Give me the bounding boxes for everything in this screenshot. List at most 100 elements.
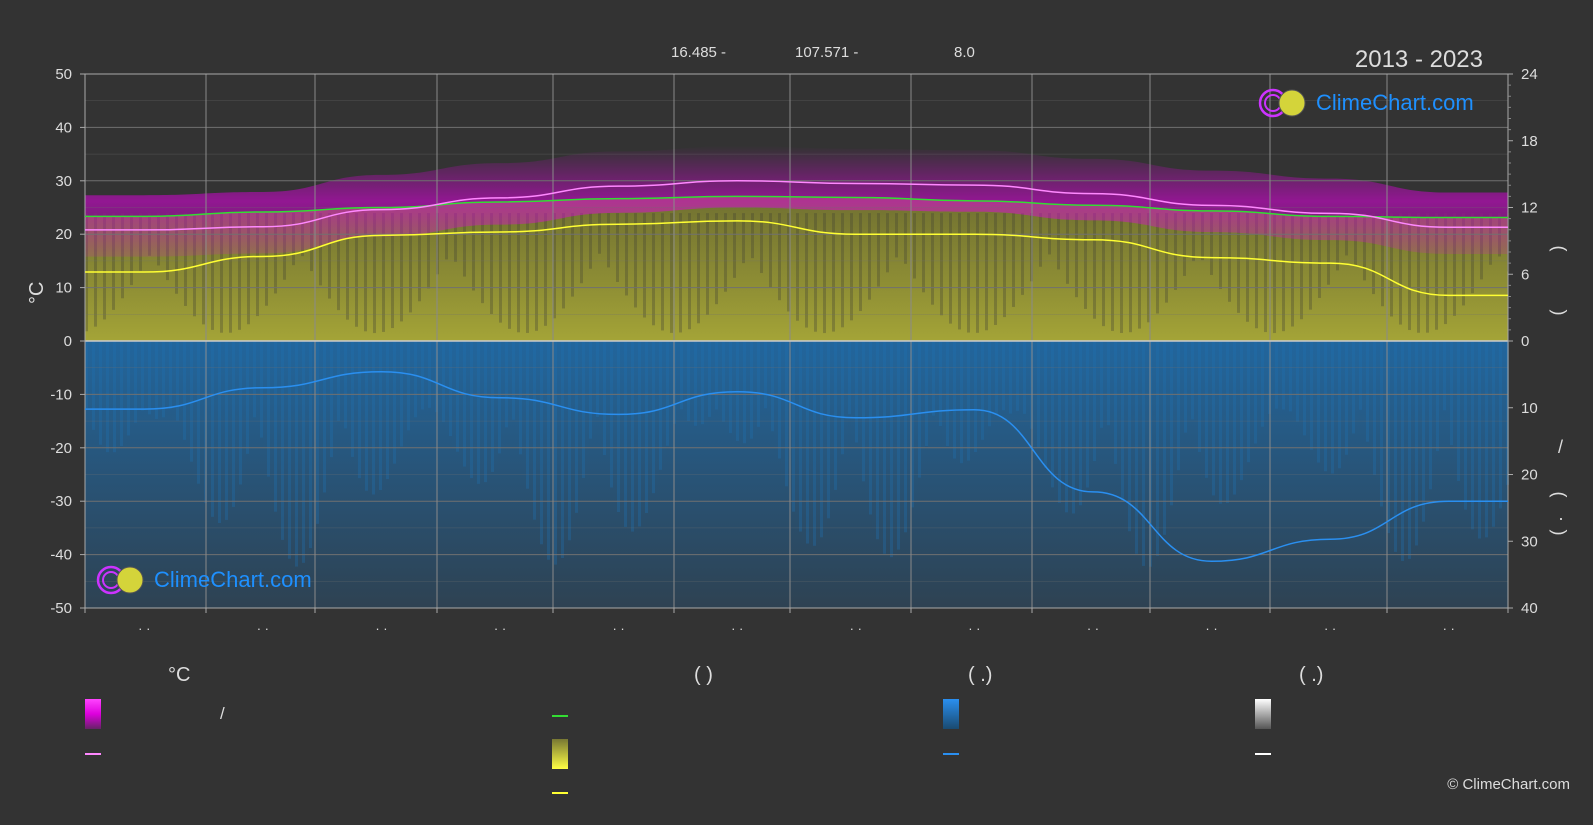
sunshine-streak	[409, 213, 412, 313]
precipitation-streak	[190, 341, 193, 462]
precipitation-streak	[477, 341, 480, 484]
precipitation-streak	[925, 341, 928, 447]
left-tick-label: 50	[55, 66, 72, 83]
precipitation-streak	[911, 341, 914, 508]
precipitation-streak	[225, 341, 228, 520]
precipitation-streak	[1009, 341, 1012, 414]
precipitation-streak	[687, 341, 690, 421]
precipitation-streak	[904, 341, 907, 533]
precipitation-streak	[1450, 341, 1453, 446]
precipitation-streak	[547, 341, 550, 560]
precipitation-streak	[316, 341, 319, 524]
precipitation-streak	[624, 341, 627, 527]
precipitation-streak	[1436, 341, 1439, 452]
precipitation-streak	[1191, 341, 1194, 420]
precipitation-streak	[1072, 341, 1075, 514]
legend-snow-title: ( .)	[1299, 664, 1324, 686]
sunshine-streak	[220, 213, 223, 333]
sunshine-streak	[1291, 213, 1294, 327]
sunshine-streak	[1309, 213, 1312, 310]
legend-daylight-swatch	[552, 715, 568, 717]
precipitation-streak	[169, 341, 172, 410]
precipitation-streak	[1471, 341, 1474, 530]
precipitation-streak	[1198, 341, 1201, 452]
temperature-band	[85, 146, 1508, 257]
sunshine-streak	[94, 213, 97, 327]
precipitation-streak	[1464, 341, 1467, 510]
precipitation-streak	[1051, 341, 1054, 488]
precipitation-streak	[981, 341, 984, 440]
precipitation-streak	[295, 341, 298, 567]
sunshine-streak	[400, 213, 403, 322]
precipitation-streak	[1352, 341, 1355, 434]
precipitation-streak	[778, 341, 781, 459]
right-top-tick-label: 24	[1521, 66, 1538, 83]
sunshine-streak	[598, 213, 601, 254]
legend-temperature-mean-swatch	[85, 753, 101, 755]
right-axis-mark: (	[1549, 491, 1570, 498]
sunshine-streak	[454, 213, 457, 262]
precipitation-streak	[659, 341, 662, 470]
precipitation-streak	[162, 341, 165, 418]
precipitation-streak	[1331, 341, 1334, 474]
precipitation-streak	[484, 341, 487, 483]
precipitation-streak	[855, 341, 858, 443]
sunshine-streak	[1426, 213, 1429, 333]
precipitation-streak	[1366, 341, 1369, 442]
precipitation-streak	[876, 341, 879, 540]
precipitation-streak	[442, 341, 445, 423]
precipitation-streak	[1261, 341, 1264, 427]
precipitation-streak	[1065, 341, 1068, 513]
precipitation-streak	[1016, 341, 1019, 411]
precipitation-streak	[652, 341, 655, 494]
sunshine-streak	[1156, 213, 1159, 314]
legend-temperature-title: °C	[168, 664, 191, 686]
legend-snow-mean-swatch	[1255, 753, 1271, 755]
precipitation-streak	[736, 341, 739, 441]
climechart-logo-icon	[1258, 88, 1306, 118]
right-bottom-tick-label: 40	[1521, 600, 1538, 617]
precipitation-streak	[232, 341, 235, 507]
sunshine-streak	[841, 213, 844, 328]
precipitation-streak	[218, 341, 221, 524]
timezone-value: 8.0	[954, 44, 975, 61]
x-tick-label: · ·	[612, 621, 624, 636]
sunshine-streak	[1210, 213, 1213, 275]
sunshine-band	[85, 196, 1508, 341]
precipitation-streak	[792, 341, 795, 512]
left-tick-label: 10	[55, 280, 72, 297]
right-top-tick-label: 0	[1521, 333, 1529, 350]
sunshine-streak	[373, 213, 376, 334]
chart-grid	[84, 73, 1509, 609]
precipitation-streak	[1443, 341, 1446, 411]
precipitation-streak	[1429, 341, 1432, 490]
precipitation-streak	[785, 341, 788, 487]
logo-text: ClimeChart.com	[154, 567, 312, 592]
sunshine-streak	[877, 213, 880, 287]
precipitation-streak	[764, 341, 767, 409]
left-tick-label: -10	[50, 386, 72, 403]
precipitation-streak	[1044, 341, 1047, 468]
precipitation-streak	[1296, 341, 1299, 422]
precipitation-streak	[1142, 341, 1145, 566]
precipitation-streak	[1128, 341, 1131, 532]
precipitation-streak	[253, 341, 256, 418]
precipitation-streak	[568, 341, 571, 541]
sunshine-streak	[1003, 213, 1006, 318]
precipitation-streak	[183, 341, 186, 440]
precipitation-streak	[603, 341, 606, 456]
sunshine-streak	[1399, 213, 1402, 325]
sunshine-streak	[427, 213, 430, 289]
legend-temperature-separator: /	[220, 704, 225, 723]
precipitation-streak	[1324, 341, 1327, 472]
precipitation-streak	[421, 341, 424, 410]
logo-top-right: ClimeChart.com	[1258, 88, 1474, 118]
precipitation-streak	[1303, 341, 1306, 436]
precipitation-streak	[589, 341, 592, 439]
sunshine-streak	[1147, 213, 1150, 323]
precipitation-streak	[806, 341, 809, 544]
precipitation-streak	[813, 341, 816, 546]
legend-temperature-range-swatch	[85, 699, 101, 729]
precipitation-streak	[869, 341, 872, 515]
sunshine-streak	[1219, 213, 1222, 290]
